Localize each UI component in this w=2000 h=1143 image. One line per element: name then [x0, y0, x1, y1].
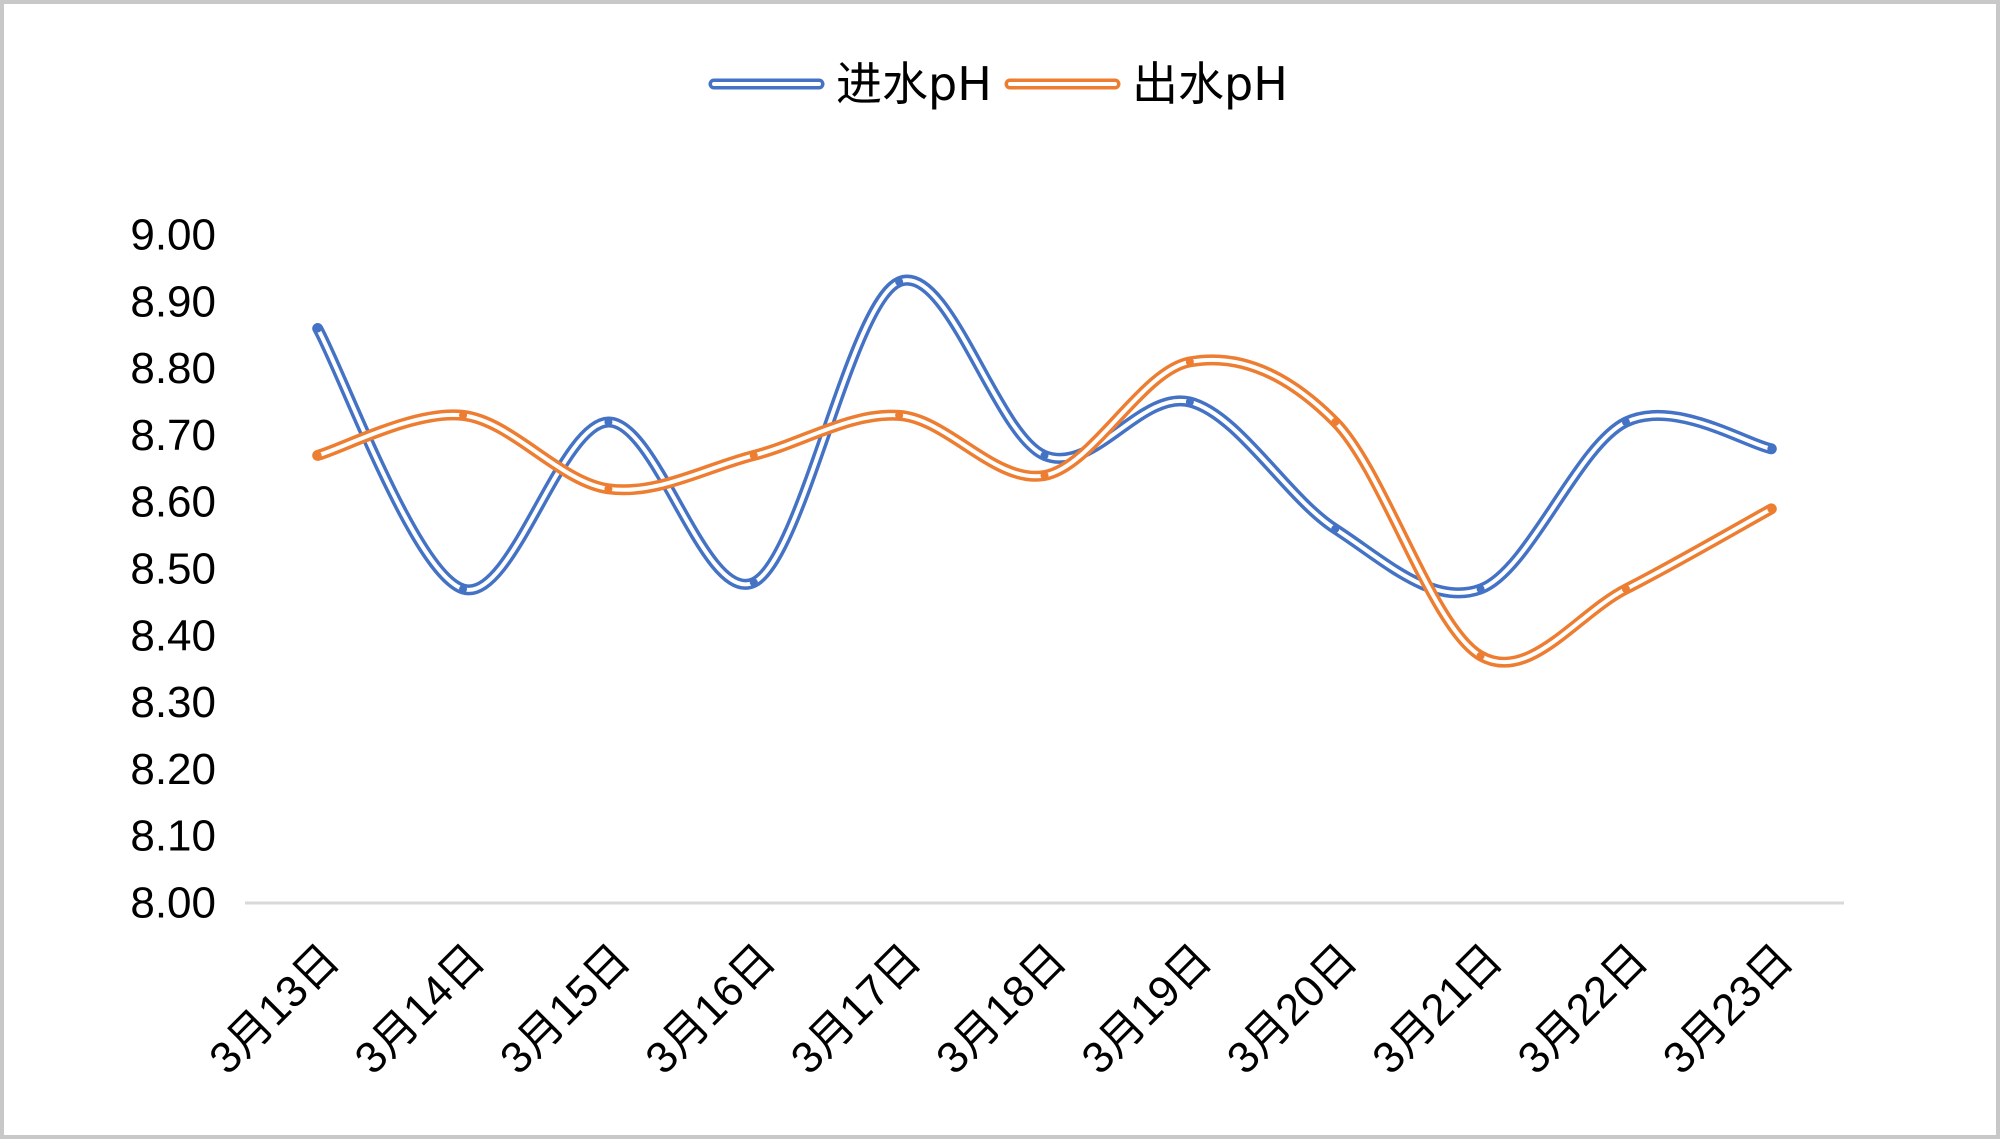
data-point [1476, 651, 1485, 660]
x-tick-label: 3月23日 [1654, 935, 1803, 1084]
data-point [1621, 418, 1630, 427]
data-point [1185, 357, 1194, 366]
y-tick-label: 8.50 [130, 545, 216, 594]
data-point [1476, 585, 1485, 594]
data-point [895, 277, 904, 286]
series-line-core [315, 357, 1774, 665]
data-point [459, 411, 468, 420]
data-point [749, 451, 758, 460]
legend-item: 进水pH [708, 57, 992, 111]
data-point [1185, 398, 1194, 406]
y-tick-label: 8.10 [130, 812, 216, 861]
data-point [895, 411, 904, 420]
plot-series [312, 274, 1777, 668]
series-line-outer [312, 274, 1777, 599]
data-point [1040, 451, 1049, 460]
data-point [604, 418, 613, 427]
y-tick-label: 8.40 [130, 611, 216, 660]
y-tick-label: 8.80 [130, 344, 216, 393]
y-axis: 8.00 8.10 8.20 8.30 8.40 8.50 8.60 8.70 8.80 8.90… [130, 211, 216, 928]
data-point [1767, 444, 1776, 453]
y-tick-label: 8.90 [130, 277, 216, 326]
data-point [459, 585, 468, 594]
x-tick-label: 3月13日 [200, 935, 349, 1084]
y-tick-label: 8.00 [130, 879, 216, 928]
data-point [749, 578, 758, 587]
x-tick-label: 3月21日 [1363, 935, 1512, 1084]
x-tick-label: 3月22日 [1508, 935, 1657, 1084]
data-point [313, 324, 322, 333]
y-tick-label: 8.70 [130, 411, 216, 460]
series-line [312, 354, 1777, 668]
series-line-core [315, 278, 1774, 595]
data-point [1040, 471, 1049, 480]
data-point [1767, 504, 1776, 513]
legend: 进水pH 出水pH [708, 57, 1288, 111]
series-line [312, 274, 1777, 599]
x-tick-label: 3月17日 [782, 935, 931, 1084]
legend-label: 进水pH [836, 57, 992, 111]
data-point [604, 484, 613, 493]
line-chart: 进水pH 出水pH 8.00 8.10 8.20 8.30 8.40 8.50 8.60 8.7… [130, 57, 1844, 1084]
y-tick-label: 8.30 [130, 678, 216, 727]
x-tick-label: 3月19日 [1072, 935, 1221, 1084]
x-tick-label: 3月18日 [927, 935, 1076, 1084]
data-point [1331, 524, 1340, 533]
y-tick-label: 9.00 [130, 211, 216, 260]
y-tick-label: 8.60 [130, 478, 216, 527]
y-tick-label: 8.20 [130, 745, 216, 794]
x-tick-label: 3月15日 [491, 935, 640, 1084]
legend-item: 出水pH [1004, 57, 1288, 111]
x-tick-label: 3月20日 [1218, 935, 1367, 1084]
legend-label: 出水pH [1132, 57, 1288, 111]
data-point [313, 451, 322, 460]
x-tick-label: 3月16日 [636, 935, 785, 1084]
data-point [1331, 418, 1340, 427]
data-point [1621, 585, 1630, 594]
x-tick-label: 3月14日 [346, 935, 495, 1084]
x-axis: 3月13日3月14日3月15日3月16日3月17日3月18日3月19日3月20日… [200, 935, 1802, 1084]
